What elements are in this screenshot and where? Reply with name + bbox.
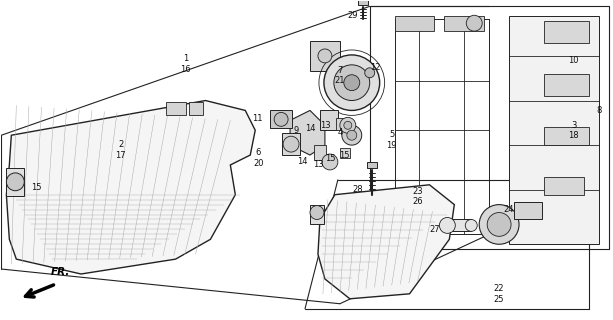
Bar <box>336 118 346 130</box>
Text: 7
21: 7 21 <box>335 66 345 85</box>
Bar <box>340 148 350 158</box>
Bar <box>314 145 326 160</box>
Text: 28: 28 <box>352 185 363 194</box>
Circle shape <box>340 117 356 133</box>
Circle shape <box>283 136 299 152</box>
Text: 13: 13 <box>319 121 330 130</box>
Bar <box>270 110 292 128</box>
Circle shape <box>466 15 482 31</box>
Polygon shape <box>6 100 255 274</box>
Circle shape <box>487 212 511 236</box>
Circle shape <box>318 49 332 63</box>
Bar <box>444 16 484 31</box>
Text: 11: 11 <box>252 114 262 123</box>
Text: 14: 14 <box>297 157 307 166</box>
Circle shape <box>322 154 338 170</box>
Bar <box>544 127 588 145</box>
Text: 5
19: 5 19 <box>386 131 397 150</box>
Circle shape <box>334 65 370 100</box>
Text: 12: 12 <box>370 63 381 72</box>
Circle shape <box>347 130 357 140</box>
Bar <box>544 177 584 195</box>
Text: 6
20: 6 20 <box>253 148 264 168</box>
Text: 15: 15 <box>325 154 335 163</box>
Text: 2
17: 2 17 <box>115 140 126 160</box>
Circle shape <box>274 112 288 126</box>
Circle shape <box>465 220 478 231</box>
Text: 29: 29 <box>348 11 358 20</box>
Bar <box>6 168 25 196</box>
Circle shape <box>344 121 352 129</box>
Text: FR.: FR. <box>51 267 70 277</box>
Text: 14: 14 <box>305 124 315 133</box>
Text: 8: 8 <box>596 106 601 115</box>
Bar <box>358 0 368 5</box>
Bar <box>320 110 338 130</box>
Text: 10: 10 <box>568 56 579 65</box>
Circle shape <box>324 55 379 110</box>
Text: 27: 27 <box>429 225 440 234</box>
Bar <box>189 101 204 116</box>
Bar <box>544 21 588 43</box>
Circle shape <box>440 218 455 233</box>
Circle shape <box>6 173 25 191</box>
Bar <box>310 204 324 224</box>
Text: 1
16: 1 16 <box>180 54 191 74</box>
Bar <box>395 16 435 31</box>
Text: 23
26: 23 26 <box>412 187 423 206</box>
Circle shape <box>344 75 360 91</box>
Bar <box>447 220 471 231</box>
Bar <box>166 101 186 116</box>
Bar <box>514 202 542 220</box>
Circle shape <box>365 68 375 78</box>
Text: 24: 24 <box>504 205 514 214</box>
Bar <box>544 74 588 96</box>
Circle shape <box>342 125 362 145</box>
Text: 13: 13 <box>313 160 323 170</box>
Text: 15: 15 <box>31 183 42 192</box>
Circle shape <box>479 204 519 244</box>
Circle shape <box>310 206 324 220</box>
Bar <box>310 41 340 71</box>
Text: 3
18: 3 18 <box>568 121 579 140</box>
Text: 15: 15 <box>340 150 350 160</box>
Polygon shape <box>318 185 454 299</box>
Text: 22
25: 22 25 <box>494 284 504 304</box>
Bar <box>367 162 376 168</box>
Text: 4: 4 <box>337 128 343 137</box>
Polygon shape <box>290 110 325 155</box>
Text: 9: 9 <box>294 126 299 135</box>
Bar <box>282 133 300 155</box>
Polygon shape <box>509 16 599 244</box>
